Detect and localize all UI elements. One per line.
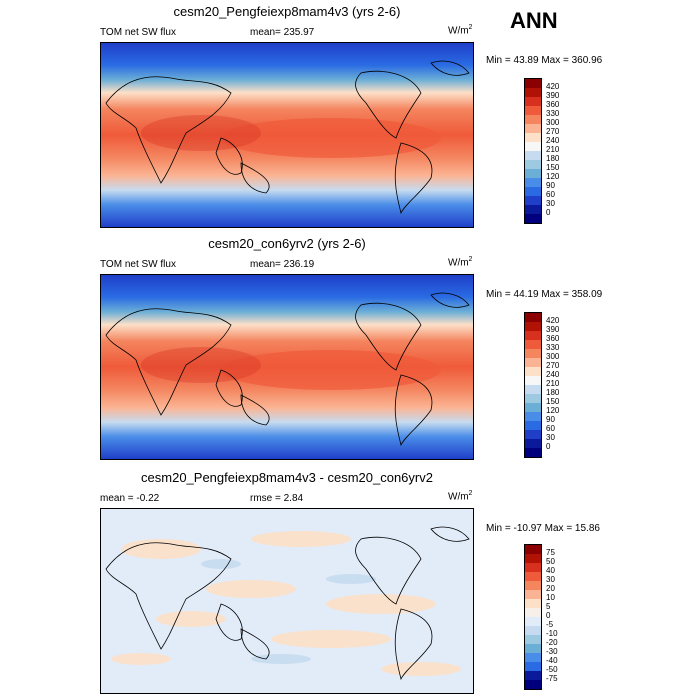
cbar-tick: 420	[546, 82, 560, 91]
cbar-tick: 240	[546, 136, 560, 145]
cbar-tick: 390	[546, 91, 560, 100]
panel1-map	[100, 42, 474, 228]
panel2-colorbar	[524, 312, 542, 458]
panel3-title: cesm20_Pengfeiexp8mam4v3 - cesm20_con6yr…	[141, 470, 433, 485]
cbar-tick: 420	[546, 316, 560, 325]
cbar-tick: 270	[546, 127, 560, 136]
cbar-tick: 60	[546, 424, 555, 433]
panel2-minmax: Min = 44.19 Max = 358.09	[486, 289, 603, 300]
cbar-tick: 30	[546, 575, 555, 584]
panel3-mean-label: mean = -0.22	[100, 493, 160, 504]
cbar-tick: 0	[546, 442, 551, 451]
panel3-units: W/m2	[448, 490, 473, 503]
cbar-tick: 5	[546, 602, 551, 611]
cbar-tick: -20	[546, 638, 558, 647]
cbar-tick: 360	[546, 100, 560, 109]
cbar-tick: -75	[546, 674, 558, 683]
cbar-tick: 40	[546, 566, 555, 575]
panel3-map	[100, 508, 474, 694]
cbar-tick: 240	[546, 370, 560, 379]
panel1-variable-label: TOM net SW flux	[100, 27, 176, 38]
panel3-rmse-label: rmse = 2.84	[250, 493, 304, 504]
cbar-tick: -10	[546, 629, 558, 638]
cbar-tick: 270	[546, 361, 560, 370]
panel2-map	[100, 274, 474, 460]
cbar-tick: -30	[546, 647, 558, 656]
panel2-variable-label: TOM net SW flux	[100, 259, 176, 270]
coastline	[105, 292, 470, 447]
season-label: ANN	[510, 8, 558, 33]
cbar-tick: 300	[546, 352, 560, 361]
cbar-tick: 330	[546, 109, 560, 118]
cbar-tick: 330	[546, 343, 560, 352]
cbar-tick: 0	[546, 611, 551, 620]
cbar-tick: 90	[546, 181, 555, 190]
panel3-colorbar	[524, 544, 542, 690]
cbar-tick: 210	[546, 379, 560, 388]
panel1-units: W/m2	[448, 24, 473, 37]
cbar-tick: 10	[546, 593, 555, 602]
panel2-title: cesm20_con6yrv2 (yrs 2-6)	[208, 236, 366, 251]
cbar-tick: 120	[546, 172, 560, 181]
cbar-tick: 30	[546, 433, 555, 442]
cbar-tick: 150	[546, 163, 560, 172]
cbar-tick: 300	[546, 118, 560, 127]
cbar-tick: 0	[546, 208, 551, 217]
cbar-tick: 150	[546, 397, 560, 406]
cbar-tick: 360	[546, 334, 560, 343]
panel1-mean-label: mean= 235.97	[250, 27, 315, 38]
cbar-tick: -50	[546, 665, 558, 674]
cbar-tick: 210	[546, 145, 560, 154]
panel1-colorbar	[524, 78, 542, 224]
cbar-tick: 20	[546, 584, 555, 593]
cbar-tick: 60	[546, 190, 555, 199]
panel2-mean-label: mean= 236.19	[250, 259, 315, 270]
cbar-tick: 50	[546, 557, 555, 566]
panel2-units: W/m2	[448, 256, 473, 269]
cbar-tick: 180	[546, 154, 560, 163]
cbar-tick: 120	[546, 406, 560, 415]
cbar-tick: 180	[546, 388, 560, 397]
cbar-tick: 75	[546, 548, 555, 557]
cbar-tick: -5	[546, 620, 554, 629]
cbar-tick: 90	[546, 415, 555, 424]
coastline	[105, 60, 470, 215]
cbar-tick: -40	[546, 656, 558, 665]
cbar-tick: 390	[546, 325, 560, 334]
coastline	[105, 526, 470, 681]
cbar-tick: 30	[546, 199, 555, 208]
panel1-minmax: Min = 43.89 Max = 360.96	[486, 55, 603, 66]
panel3-minmax: Min = -10.97 Max = 15.86	[486, 523, 600, 534]
panel1-title: cesm20_Pengfeiexp8mam4v3 (yrs 2-6)	[173, 4, 401, 19]
